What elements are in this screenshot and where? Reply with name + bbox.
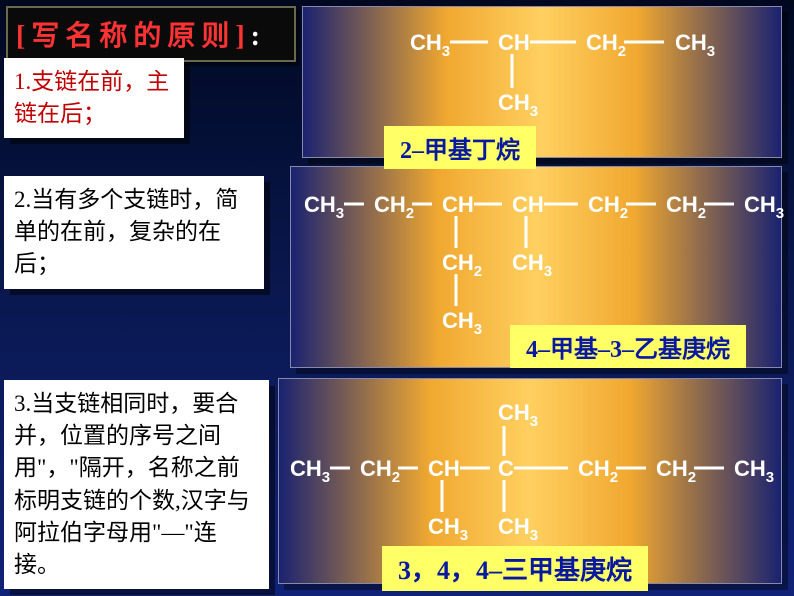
bracket-open: [ (16, 21, 31, 52)
svg-text:CH3: CH3 (428, 514, 468, 544)
svg-text:CH3: CH3 (498, 90, 538, 120)
svg-text:CH3: CH3 (512, 250, 552, 280)
svg-text:CH3: CH3 (675, 30, 715, 60)
rule-1: 1.支链在前，主链在后； (4, 58, 184, 138)
svg-text:CH2: CH2 (360, 456, 400, 486)
svg-text:CH2: CH2 (442, 250, 482, 280)
svg-text:CH2: CH2 (588, 192, 628, 222)
svg-text:CH3: CH3 (410, 30, 450, 60)
svg-text:CH2: CH2 (666, 192, 706, 222)
svg-text:CH: CH (498, 30, 530, 55)
svg-text:CH3: CH3 (734, 456, 774, 486)
title-text: 写名称的原则 (31, 21, 235, 52)
svg-text:CH: CH (442, 192, 474, 217)
title-box: [写名称的原则]: (6, 6, 296, 62)
svg-text:CH2: CH2 (578, 456, 618, 486)
rule-3: 3.当支链相同时，要合并，位置的序号之间用"，"隔开，名称之前标明支链的个数,汉… (4, 380, 269, 589)
svg-text:CH3: CH3 (442, 308, 482, 338)
svg-text:CH2: CH2 (374, 192, 414, 222)
svg-text:CH2: CH2 (586, 30, 626, 60)
svg-text:CH: CH (512, 192, 544, 217)
molecule-diagram-1: CH3 CH CH2 CH3 CH3 (370, 12, 730, 122)
svg-text:CH3: CH3 (290, 456, 330, 486)
svg-text:CH3: CH3 (744, 192, 784, 222)
rule-2: 2.当有多个支链时，简单的在前，复杂的在后； (4, 176, 264, 289)
molecule-name-2: 4–甲基–3–乙基庚烷 (510, 325, 746, 368)
molecule-name-1: 2–甲基丁烷 (384, 126, 536, 169)
molecule-diagram-2: CH3 CH2 CH CH CH2 CH2 CH3 CH2 CH3 CH3 (296, 174, 786, 344)
bracket-close: ] (235, 21, 250, 52)
svg-text:CH3: CH3 (498, 400, 538, 430)
svg-text:CH3: CH3 (304, 192, 344, 222)
svg-text:CH2: CH2 (656, 456, 696, 486)
title-colon: : (251, 21, 260, 52)
molecule-diagram-3: CH3 CH2 CH C CH2 CH2 CH3 CH3 CH3 CH3 (282, 388, 782, 548)
svg-text:C: C (498, 456, 514, 481)
svg-text:CH: CH (428, 456, 460, 481)
molecule-name-3: 3，4，4–三甲基庚烷 (382, 546, 648, 591)
svg-text:CH3: CH3 (498, 514, 538, 544)
